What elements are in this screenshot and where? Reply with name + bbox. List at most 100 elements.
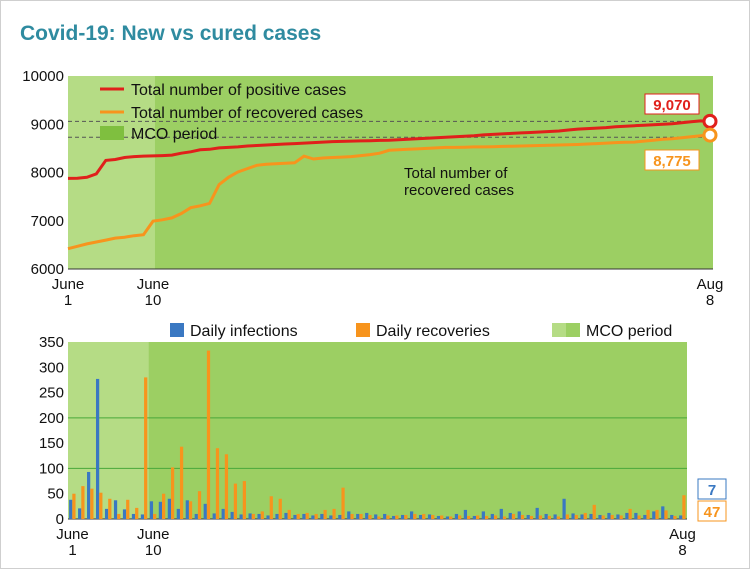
recoveries-bar (484, 515, 489, 519)
top-x-tick-label: 1 (64, 292, 72, 309)
legend-recoveries-label: Daily recoveries (376, 323, 490, 340)
legend-mco-swatch-dark (566, 323, 580, 337)
infections-bar (203, 503, 207, 519)
infections-bar (87, 471, 91, 519)
infections-bar (320, 513, 324, 519)
infections-bar (374, 514, 378, 519)
infections-bar (616, 514, 620, 519)
bottom-x-tick-label: 10 (145, 542, 162, 559)
infections-bar (562, 498, 566, 519)
infections-bar (329, 515, 333, 519)
legend-infections-label: Daily infections (190, 323, 298, 340)
recoveries-bar (511, 513, 516, 519)
infections-bar (275, 513, 279, 519)
recoveries-bar (206, 350, 211, 519)
infections-bar (95, 378, 100, 519)
infections-bar (661, 506, 665, 519)
recoveries-bar (610, 514, 614, 519)
recoveries-bar (269, 496, 273, 519)
recoveries-bar (440, 515, 444, 519)
recoveries-bar (144, 377, 148, 519)
top-x-tick-label: June (137, 276, 170, 293)
infections-bar (302, 513, 306, 519)
legend-positive-label: Total number of positive cases (131, 82, 346, 99)
recoveries-bar (233, 483, 238, 519)
bottom-x-tick-label: June (56, 526, 89, 543)
bottom-mco-shade (68, 342, 149, 519)
infections-bar (104, 508, 109, 519)
legend-mco-label-bottom: MCO period (586, 323, 672, 340)
bottom-x-tick-label: 8 (678, 542, 686, 559)
recoveries-bar (153, 513, 157, 519)
infections-bar (553, 514, 557, 519)
recoveries-bar (413, 513, 417, 519)
infections-bar (158, 501, 163, 519)
infections-bar (131, 513, 136, 519)
recoveries-bar (368, 514, 372, 519)
recoveries-bar (197, 491, 202, 519)
recoveries-bar (673, 515, 677, 519)
infections-bar (122, 509, 127, 519)
infections-bar (409, 511, 414, 519)
infections-bar (311, 515, 315, 519)
positive-end-label-box (644, 93, 700, 115)
recovered-end-label-box (644, 149, 700, 171)
legend-recoveries-swatch (356, 323, 370, 337)
top-y-tick-label: 8000 (31, 165, 64, 182)
recoveries-bar (188, 501, 193, 519)
recoveries-bar (467, 515, 471, 519)
infections-bar (535, 507, 539, 519)
infections-bar (78, 508, 82, 519)
recoveries-bar (431, 514, 435, 519)
recoveries-bar (215, 448, 220, 519)
top-y-tick-label: 9000 (31, 116, 64, 133)
infections-bar (463, 509, 468, 519)
recovered-end-label: 8,775 (653, 153, 691, 170)
recovered-end-marker (702, 127, 718, 143)
top-y-tick-label: 7000 (31, 213, 64, 230)
recoveries-bar (305, 512, 309, 519)
recoveries-bar (646, 509, 650, 519)
top-plot-background (68, 76, 713, 269)
recoveries-bar (422, 513, 426, 519)
page-title: Covid-19: New vs cured cases (20, 22, 322, 45)
bottom-y-tick-label: 300 (39, 359, 64, 376)
infections-bar (266, 515, 270, 519)
infections-bar (454, 513, 459, 519)
infections-bar (445, 516, 450, 519)
recoveries-bar (99, 492, 103, 519)
infections-bar (212, 513, 216, 519)
recoveries-bar (664, 510, 668, 519)
recoveries-bar (135, 507, 139, 519)
top-x-tick-label: Aug (697, 276, 724, 293)
annotation-line-1: Total number of (404, 165, 508, 182)
infections-bar (517, 511, 521, 519)
legend-mco-label: MCO period (131, 126, 217, 143)
recoveries-bar (359, 513, 363, 519)
infections-bar (499, 508, 503, 519)
infections-bar (140, 514, 145, 519)
recoveries-bar (655, 509, 659, 519)
bottom-y-tick-label: 250 (39, 385, 64, 402)
legend-mco-swatch-light (552, 323, 566, 337)
recoveries-bar (314, 513, 318, 519)
infections-bar (580, 514, 584, 519)
infections-bar (392, 515, 396, 519)
recoveries-end-label: 47 (704, 504, 721, 521)
positive-end-marker (702, 113, 718, 129)
infections-bar (230, 511, 234, 519)
recoveries-bar (547, 515, 551, 519)
recoveries-bar (386, 515, 390, 519)
infections-bar (167, 498, 171, 519)
recoveries-bar (592, 504, 596, 519)
infections-bar (149, 501, 154, 519)
top-x-tick-label: 10 (145, 292, 162, 309)
infections-bar (598, 514, 602, 519)
infections-bar (239, 514, 243, 519)
infections-bar (643, 514, 647, 519)
infections-end-label: 7 (708, 482, 716, 499)
recovered-cases-line (67, 133, 711, 251)
recoveries-bar (90, 488, 94, 519)
infections-bar (176, 508, 180, 519)
recoveries-bar (162, 493, 166, 519)
